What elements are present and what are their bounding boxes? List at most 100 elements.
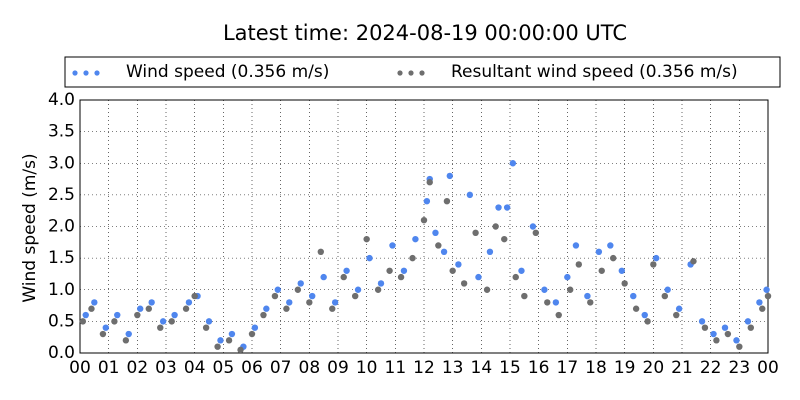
data-point bbox=[157, 324, 164, 331]
data-point bbox=[374, 286, 382, 293]
data-point bbox=[88, 305, 95, 312]
data-point bbox=[713, 337, 720, 344]
x-tick-label: 08 bbox=[299, 358, 321, 378]
data-point bbox=[435, 242, 442, 249]
data-point bbox=[354, 286, 362, 293]
data-point bbox=[653, 254, 660, 262]
data-point bbox=[632, 305, 640, 312]
data-point bbox=[607, 242, 614, 249]
y-tick-label: 3.5 bbox=[48, 122, 75, 142]
data-point bbox=[747, 324, 754, 331]
data-point bbox=[331, 299, 339, 306]
legend-marker bbox=[83, 70, 89, 76]
data-point bbox=[460, 280, 468, 287]
data-point bbox=[509, 160, 517, 167]
y-tick-label: 2.5 bbox=[48, 185, 75, 205]
data-point bbox=[366, 254, 373, 262]
data-point bbox=[274, 286, 281, 293]
x-tick-label: 13 bbox=[442, 358, 464, 378]
legend-label: Wind speed (0.356 m/s) bbox=[126, 62, 329, 82]
data-point bbox=[584, 292, 591, 300]
data-point bbox=[564, 273, 571, 281]
x-tick-label: 14 bbox=[471, 358, 493, 378]
data-point bbox=[503, 204, 511, 211]
x-tick-label: 03 bbox=[155, 358, 177, 378]
data-point bbox=[764, 292, 772, 300]
data-point bbox=[630, 292, 637, 300]
data-point bbox=[572, 242, 580, 249]
data-point bbox=[317, 248, 324, 255]
data-point bbox=[664, 286, 671, 293]
data-point bbox=[544, 299, 551, 306]
x-tick-label: 09 bbox=[327, 358, 349, 378]
x-tick-label: 17 bbox=[557, 358, 579, 378]
data-point bbox=[248, 330, 256, 338]
data-point bbox=[426, 179, 433, 186]
data-point bbox=[423, 198, 431, 205]
data-point bbox=[191, 292, 198, 300]
data-point bbox=[114, 311, 121, 319]
data-point bbox=[763, 286, 770, 293]
data-point bbox=[529, 223, 537, 230]
data-point bbox=[701, 324, 709, 331]
data-point bbox=[237, 346, 244, 354]
data-point bbox=[251, 324, 259, 331]
data-point bbox=[185, 299, 193, 306]
y-tick-label: 0.0 bbox=[48, 343, 75, 363]
data-point bbox=[449, 267, 456, 274]
data-point bbox=[518, 267, 525, 274]
x-tick-label: 04 bbox=[184, 358, 206, 378]
data-point bbox=[472, 229, 479, 237]
data-point bbox=[440, 248, 448, 255]
x-tick-label: 21 bbox=[671, 358, 693, 378]
data-point bbox=[443, 198, 451, 205]
x-tick-label: 16 bbox=[528, 358, 550, 378]
data-point bbox=[122, 337, 130, 344]
data-point bbox=[82, 311, 89, 319]
data-point bbox=[759, 305, 766, 312]
data-point bbox=[377, 280, 385, 287]
data-point bbox=[512, 273, 519, 281]
x-tick-label: 00 bbox=[69, 358, 91, 378]
x-tick-label: 02 bbox=[127, 358, 149, 378]
data-point bbox=[412, 235, 419, 243]
data-point bbox=[420, 216, 428, 224]
legend-label: Resultant wind speed (0.356 m/s) bbox=[451, 62, 738, 82]
data-point bbox=[541, 286, 548, 293]
data-point bbox=[555, 311, 562, 319]
data-point bbox=[698, 318, 706, 325]
y-axis-label: Wind speed (m/s) bbox=[20, 153, 40, 302]
data-point bbox=[621, 280, 628, 287]
x-tick-label: 15 bbox=[499, 358, 521, 378]
legend-marker bbox=[397, 70, 403, 76]
data-point bbox=[495, 204, 502, 211]
data-point bbox=[159, 318, 167, 325]
data-point bbox=[340, 273, 347, 281]
legend-marker bbox=[419, 70, 425, 76]
data-point bbox=[532, 229, 539, 237]
data-point bbox=[91, 299, 98, 306]
data-point bbox=[363, 235, 370, 243]
data-point bbox=[587, 299, 594, 306]
data-point bbox=[79, 318, 87, 325]
data-point bbox=[567, 286, 574, 293]
data-point bbox=[263, 305, 270, 312]
data-point bbox=[225, 337, 233, 344]
data-point bbox=[455, 261, 462, 268]
y-tick-label: 1.5 bbox=[48, 248, 75, 268]
data-point bbox=[595, 248, 603, 255]
data-point bbox=[329, 305, 336, 312]
x-tick-label: 01 bbox=[98, 358, 120, 378]
x-tick-label: 05 bbox=[213, 358, 235, 378]
data-point bbox=[733, 337, 740, 344]
chart-title: Latest time: 2024-08-19 00:00:00 UTC bbox=[223, 21, 627, 45]
x-tick-label: 11 bbox=[385, 358, 407, 378]
data-point bbox=[673, 311, 680, 319]
data-point bbox=[352, 292, 359, 300]
data-point bbox=[618, 267, 625, 274]
data-point bbox=[675, 305, 683, 312]
x-tick-label: 00 bbox=[757, 358, 779, 378]
x-tick-label: 06 bbox=[241, 358, 263, 378]
data-point bbox=[134, 311, 141, 319]
